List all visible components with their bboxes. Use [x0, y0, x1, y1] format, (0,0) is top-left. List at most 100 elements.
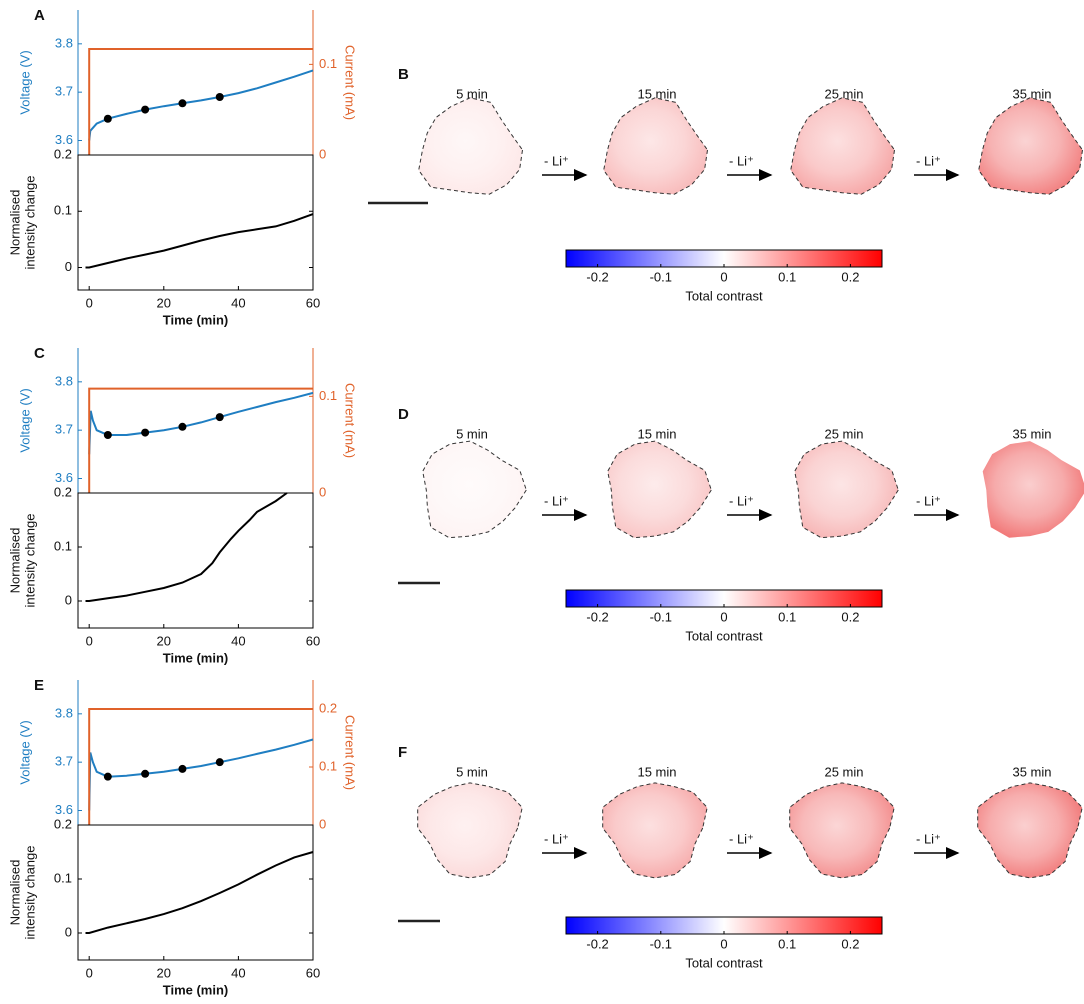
arrow-label: - Li⁺ — [729, 831, 754, 846]
time-label: 15 min — [637, 86, 676, 101]
y-tick-label: 0.1 — [54, 538, 72, 553]
y-axis-label: intensity change — [22, 176, 37, 270]
panel-label: F — [398, 744, 407, 761]
plot-frame — [77, 492, 314, 629]
voltage-line — [88, 391, 314, 455]
voltage-line — [88, 738, 314, 811]
colorbar-tick-label: 0 — [720, 269, 727, 284]
colorbar-tick-label: -0.2 — [586, 269, 608, 284]
x-tick-label: 0 — [86, 633, 93, 648]
x-tick-label: 0 — [86, 965, 93, 980]
y-axis-label: Voltage (V) — [17, 50, 32, 114]
x-tick-label: 20 — [157, 295, 171, 310]
colorbar-tick-label: 0 — [720, 936, 727, 951]
arrow-label: - Li⁺ — [544, 831, 569, 846]
colorbar-tick-label: -0.1 — [650, 936, 672, 951]
x-tick-label: 40 — [231, 633, 245, 648]
colorbar-tick-label: 0 — [720, 609, 727, 624]
y-tick-label: 3.6 — [55, 802, 73, 817]
colorbar-tick-label: 0.1 — [778, 269, 796, 284]
colorbar-tick-label: 0.1 — [778, 936, 796, 951]
intensity-line — [85, 492, 288, 602]
time-label: 25 min — [824, 764, 863, 779]
arrow-label: - Li⁺ — [544, 493, 569, 508]
y-tick-label: 0 — [65, 259, 72, 274]
time-label: 35 min — [1012, 426, 1051, 441]
particle-image — [422, 440, 527, 539]
x-tick-label: 40 — [231, 965, 245, 980]
y-tick-label: 0 — [65, 592, 72, 607]
particle-image — [789, 782, 895, 879]
y-axis-label: intensity change — [22, 846, 37, 940]
y-tick-label: 3.7 — [55, 84, 73, 99]
y2-axis-label: Current (mA) — [343, 383, 358, 458]
time-label: 25 min — [824, 86, 863, 101]
y2-tick-label: 0 — [319, 816, 326, 831]
particle-image — [978, 97, 1084, 195]
y-tick-label: 3.8 — [55, 705, 73, 720]
data-point — [215, 413, 224, 422]
panel-label: A — [34, 7, 45, 24]
data-point — [103, 114, 112, 123]
colorbar-tick-label: 0.2 — [841, 936, 859, 951]
current-line — [88, 48, 313, 155]
time-label: 25 min — [824, 426, 863, 441]
intensity-line — [85, 213, 314, 269]
data-point — [178, 764, 187, 773]
y2-axis-label: Current (mA) — [343, 45, 358, 120]
time-label: 15 min — [637, 764, 676, 779]
colorbar-tick-label: -0.1 — [650, 609, 672, 624]
time-label: 35 min — [1012, 86, 1051, 101]
x-tick-label: 20 — [157, 965, 171, 980]
colorbar-tick-label: 0.1 — [778, 609, 796, 624]
y-tick-label: 0.2 — [54, 484, 72, 499]
y2-axis-label: Current (mA) — [343, 715, 358, 790]
colorbar-label: Total contrast — [685, 955, 763, 970]
time-label: 15 min — [637, 426, 676, 441]
x-tick-label: 60 — [306, 295, 320, 310]
colorbar-tick-label: -0.1 — [650, 269, 672, 284]
particle-image — [790, 97, 896, 195]
panel-label: C — [34, 345, 45, 362]
particle-image — [982, 441, 1084, 538]
particle-image — [602, 782, 708, 879]
y-tick-label: 3.7 — [55, 422, 73, 437]
x-axis-label: Time (min) — [163, 312, 229, 327]
arrow-label: - Li⁺ — [544, 153, 569, 168]
y2-tick-label: 0.1 — [319, 56, 337, 71]
x-tick-label: 0 — [86, 295, 93, 310]
y-tick-label: 3.6 — [55, 132, 73, 147]
y2-tick-label: 0 — [319, 484, 326, 499]
y-tick-label: 3.6 — [55, 470, 73, 485]
y-axis-label: intensity change — [22, 514, 37, 608]
y-axis-label: Voltage (V) — [17, 388, 32, 452]
x-axis-label: Time (min) — [163, 650, 229, 665]
x-tick-label: 60 — [306, 965, 320, 980]
y-axis-label: Normalised — [7, 528, 22, 594]
data-point — [103, 772, 112, 781]
y-axis-label: Voltage (V) — [17, 720, 32, 784]
time-label: 5 min — [456, 764, 488, 779]
y2-tick-label: 0.1 — [319, 388, 337, 403]
colorbar-label: Total contrast — [685, 288, 763, 303]
colorbar-tick-label: -0.2 — [586, 609, 608, 624]
y-tick-label: 0.2 — [54, 816, 72, 831]
time-label: 5 min — [456, 86, 488, 101]
arrow-label: - Li⁺ — [916, 831, 941, 846]
data-point — [103, 431, 112, 439]
arrow-label: - Li⁺ — [916, 153, 941, 168]
data-point — [141, 769, 150, 778]
panel-label: D — [398, 406, 409, 423]
current-line — [88, 387, 313, 493]
current-line — [88, 708, 313, 825]
intensity-line — [85, 851, 314, 934]
y-axis-label: Normalised — [7, 860, 22, 926]
particle-image — [603, 97, 709, 195]
colorbar-tick-label: 0.2 — [841, 609, 859, 624]
colorbar-tick-label: 0.2 — [841, 269, 859, 284]
y-axis-label: Normalised — [7, 190, 22, 256]
colorbar-label: Total contrast — [685, 628, 763, 643]
data-point — [141, 428, 150, 437]
voltage-line — [88, 69, 314, 141]
